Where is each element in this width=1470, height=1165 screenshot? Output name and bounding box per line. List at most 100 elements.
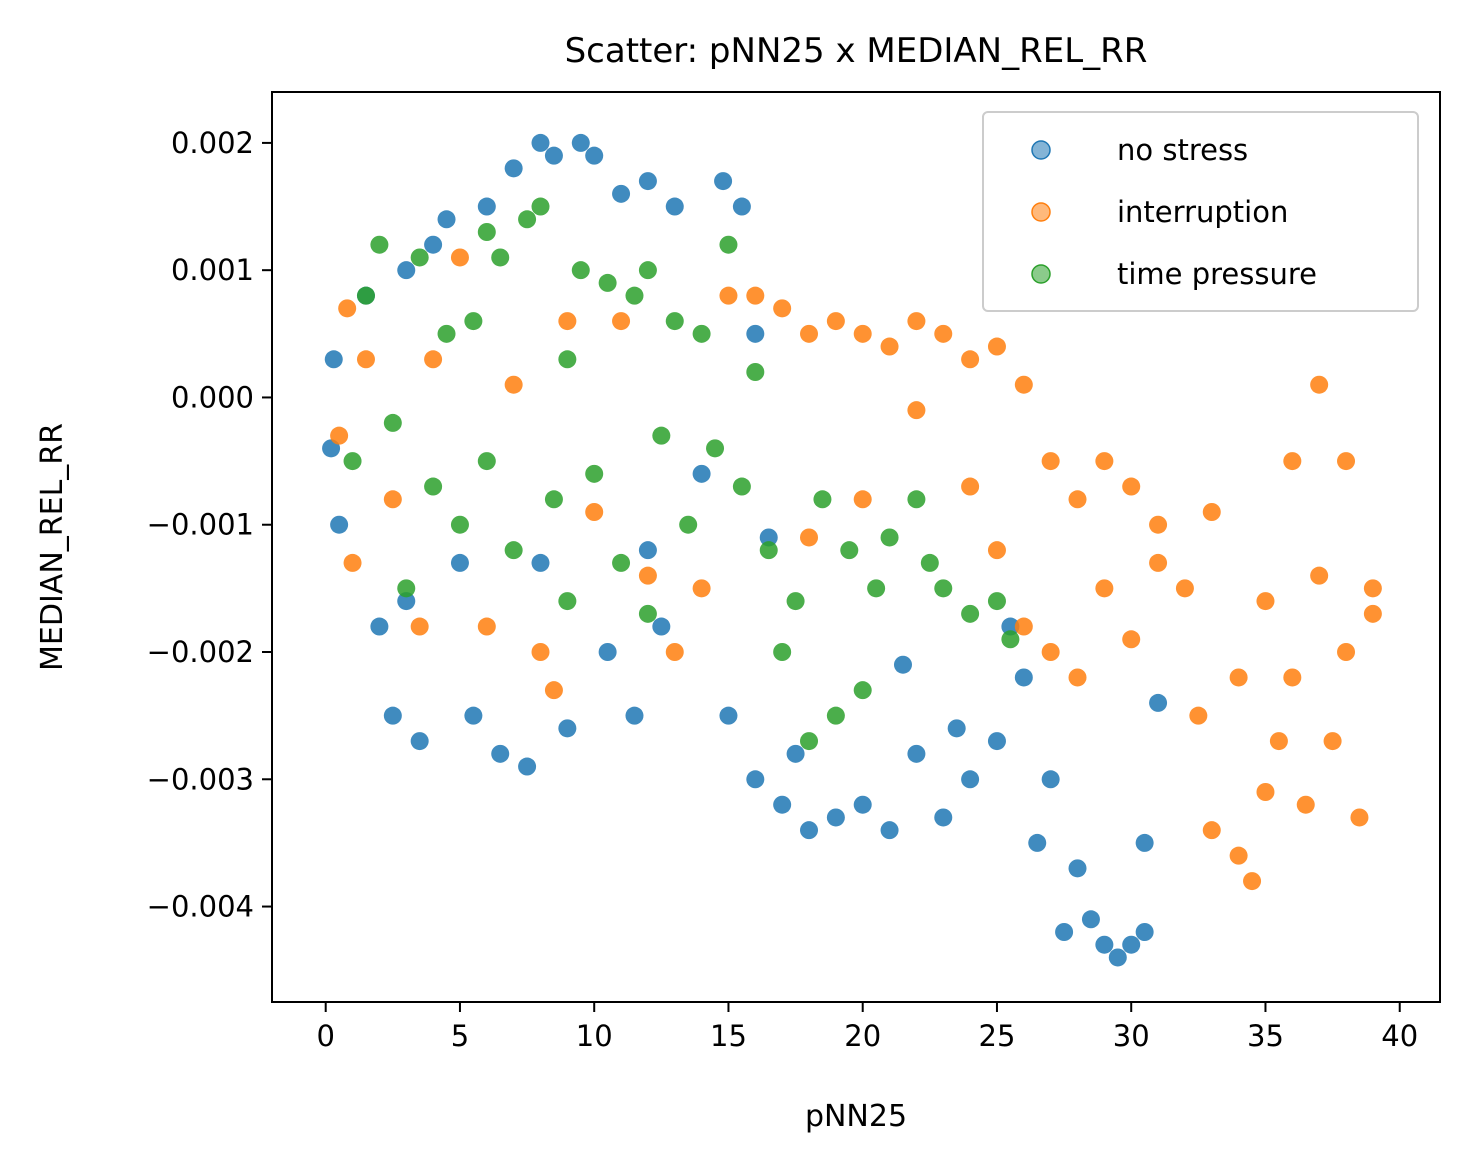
data-point — [338, 299, 357, 318]
data-point — [1001, 617, 1020, 636]
plot-frame — [271, 91, 1441, 1003]
data-point — [652, 617, 671, 636]
data-point — [424, 235, 443, 254]
x-tick-label: 5 — [451, 1019, 469, 1053]
data-point — [1243, 872, 1262, 891]
data-point — [987, 541, 1006, 560]
data-point — [732, 197, 751, 216]
data-point — [450, 515, 469, 534]
legend-label: time pressure — [1117, 257, 1317, 291]
data-point — [504, 541, 523, 560]
data-point — [1310, 566, 1329, 585]
data-point — [383, 413, 402, 432]
data-point — [1001, 630, 1020, 649]
data-point — [343, 553, 362, 572]
series-no-stress — [322, 133, 1168, 967]
data-point — [1041, 643, 1060, 661]
data-point — [410, 732, 429, 751]
data-point — [907, 401, 926, 420]
series-interruption — [330, 248, 1382, 891]
x-axis-label: pNN25 — [805, 1099, 907, 1134]
legend: no stress interruption time pressure — [982, 111, 1419, 312]
data-point — [1108, 948, 1127, 967]
data-point — [1149, 693, 1168, 712]
data-point — [531, 553, 550, 572]
x-tick-label: 20 — [844, 1019, 881, 1053]
data-point — [1041, 770, 1060, 789]
data-point — [450, 553, 469, 572]
y-tick-label: −0.002 — [147, 635, 254, 669]
data-point — [477, 223, 496, 241]
data-point — [732, 477, 751, 496]
x-tick-label: 35 — [1247, 1019, 1284, 1053]
data-point — [1095, 452, 1114, 471]
data-point — [518, 757, 537, 776]
data-point — [1310, 375, 1329, 394]
data-point — [800, 528, 819, 547]
data-point — [692, 464, 711, 483]
data-point — [1283, 668, 1302, 687]
data-point — [853, 324, 872, 343]
data-point — [719, 286, 738, 305]
data-point — [692, 324, 711, 343]
data-point — [1122, 477, 1141, 496]
x-tick-label: 0 — [316, 1019, 334, 1053]
data-point — [826, 706, 845, 725]
data-point — [625, 706, 644, 725]
data-point — [343, 452, 362, 471]
data-point — [424, 350, 443, 369]
data-point — [692, 579, 711, 598]
data-point — [477, 452, 496, 471]
data-point — [598, 273, 617, 292]
data-point — [504, 375, 523, 394]
chart-title: Scatter: pNN25 x MEDIAN_REL_RR — [565, 31, 1148, 71]
data-point — [652, 426, 671, 445]
data-point — [880, 337, 899, 356]
data-point — [397, 592, 416, 611]
data-point — [571, 261, 590, 280]
data-point — [491, 248, 510, 267]
y-tick-label: −0.003 — [147, 762, 254, 796]
data-point — [826, 808, 845, 827]
data-point — [531, 197, 550, 216]
data-point — [324, 350, 343, 369]
y-axis-ticks: 0.002 0.001 0.000 −0.001 −0.002 −0.003 −0.004 — [147, 126, 272, 924]
data-point — [719, 235, 738, 254]
data-point — [665, 197, 684, 216]
data-point — [679, 515, 698, 534]
data-point — [1149, 553, 1168, 572]
data-point — [773, 299, 792, 318]
data-point — [1028, 833, 1047, 852]
data-point — [1014, 617, 1033, 636]
data-point — [625, 286, 644, 305]
data-point — [840, 541, 859, 560]
data-point — [961, 604, 980, 623]
data-point — [1175, 579, 1194, 598]
legend-marker — [1031, 202, 1051, 222]
data-point — [880, 821, 899, 840]
data-point — [585, 503, 604, 521]
data-point — [773, 643, 792, 661]
data-point — [665, 312, 684, 331]
data-point — [1068, 859, 1087, 878]
data-point — [477, 197, 496, 216]
data-point — [800, 732, 819, 751]
data-point — [987, 592, 1006, 611]
data-point — [437, 210, 456, 229]
data-point — [773, 795, 792, 814]
data-point — [531, 133, 550, 152]
x-tick-label: 30 — [1113, 1019, 1150, 1053]
data-point — [1337, 643, 1356, 661]
data-point — [907, 490, 926, 509]
data-point — [356, 286, 375, 305]
data-point — [719, 706, 738, 725]
y-tick-label: 0.000 — [171, 380, 254, 414]
data-point — [934, 579, 953, 598]
data-point — [759, 541, 778, 560]
data-point — [558, 592, 577, 611]
data-point — [1256, 783, 1275, 801]
data-point — [893, 655, 912, 674]
data-point — [491, 744, 510, 763]
data-point — [907, 744, 926, 763]
x-tick-label: 15 — [710, 1019, 747, 1053]
